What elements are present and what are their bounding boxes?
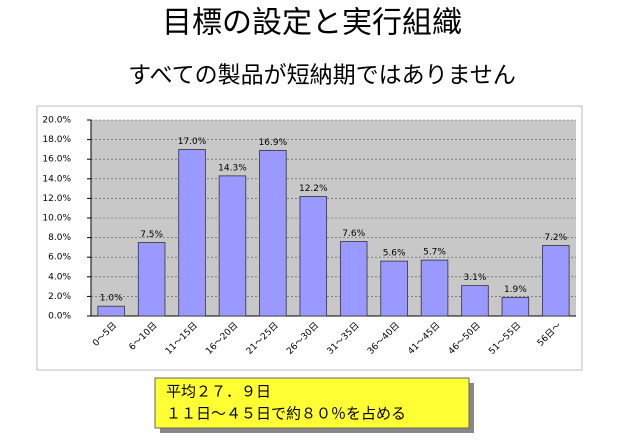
value-label: 1.9% (504, 285, 527, 295)
value-label: 7.5% (140, 230, 163, 240)
value-label: 1.0% (100, 294, 123, 304)
bar (299, 196, 328, 317)
bar (380, 260, 408, 317)
bar (97, 305, 125, 317)
plot: 0.0% 2.0% 4.0% 6.0% 8.0% 10.0% 12.0% 14.0% 16.0%… (42, 116, 576, 357)
value-label: 14.3% (218, 163, 247, 173)
value-label: 5.6% (383, 249, 406, 259)
value-label: 17.0% (178, 137, 207, 147)
y-tick-label: 20.0% (42, 116, 71, 126)
note-line: 平均２７．９日 (166, 383, 271, 401)
bar (137, 242, 166, 317)
bar (420, 259, 449, 317)
bar (259, 149, 287, 317)
chart-subtitle: すべての製品が短納期ではありません (128, 63, 516, 89)
y-tick-label: 2.0% (48, 292, 71, 302)
y-tick-label: 8.0% (48, 233, 71, 243)
y-tick-label: 14.0% (42, 174, 71, 184)
y-tick-label: 18.0% (42, 135, 71, 145)
note-line: １１日～４５日で約８０％を占める (166, 405, 406, 423)
value-label: 7.2% (544, 233, 567, 243)
value-label: 7.6% (342, 229, 365, 239)
chart-title: 目標の設定と実行組織 (162, 6, 462, 41)
value-label: 3.1% (464, 273, 487, 283)
bar (542, 245, 570, 317)
bar (501, 296, 530, 317)
value-label: 12.2% (299, 184, 328, 194)
note-box (154, 377, 470, 429)
bar (461, 285, 489, 317)
y-tick-label: 0.0% (48, 312, 71, 322)
value-label: 5.7% (423, 248, 446, 258)
bar (178, 148, 206, 317)
y-tick-label: 10.0% (42, 214, 71, 224)
bar (218, 175, 247, 317)
value-label: 16.9% (259, 138, 288, 148)
y-tick-label: 16.0% (42, 155, 71, 165)
y-tick-label: 12.0% (42, 194, 71, 204)
bar (339, 241, 368, 317)
y-tick-label: 6.0% (48, 253, 71, 263)
y-tick-label: 4.0% (48, 272, 71, 282)
